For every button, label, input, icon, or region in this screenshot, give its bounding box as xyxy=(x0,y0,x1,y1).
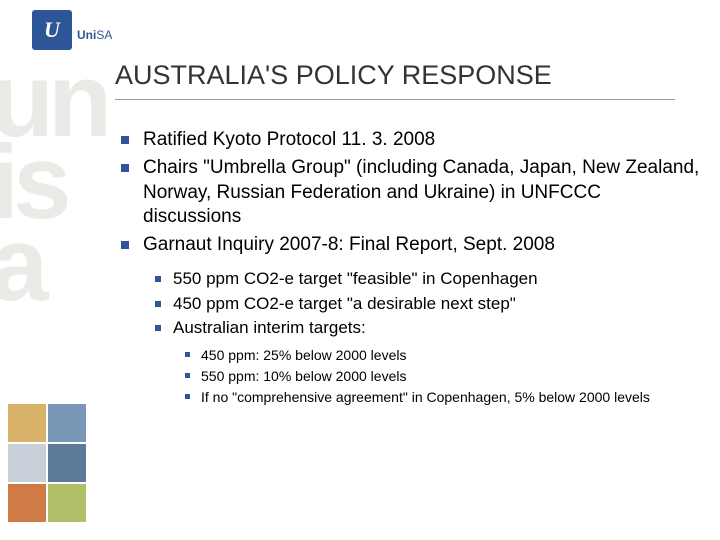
sub2-bullet-list: 450 ppm: 25% below 2000 levels 550 ppm: … xyxy=(173,346,700,407)
slide-content: AUSTRALIA'S POLICY RESPONSE Ratified Kyo… xyxy=(115,60,700,411)
logo-brand: UniSA xyxy=(77,28,112,42)
title-rule xyxy=(115,99,675,100)
sub2-bullet-text: 550 ppm: 10% below 2000 levels xyxy=(201,368,406,384)
sub2-bullet-text: If no "comprehensive agreement" in Copen… xyxy=(201,389,650,405)
grid-cell xyxy=(8,444,46,482)
grid-cell xyxy=(48,404,86,442)
bullet-text: Ratified Kyoto Protocol 11. 3. 2008 xyxy=(143,129,435,150)
sidebar: U UniSA un is a xyxy=(0,0,95,540)
slide-title: AUSTRALIA'S POLICY RESPONSE xyxy=(115,60,700,91)
sub-bullet-text: 550 ppm CO2-e target "feasible" in Copen… xyxy=(173,269,538,288)
sub-bullet-item: 550 ppm CO2-e target "feasible" in Copen… xyxy=(143,268,700,291)
bullet-item: Chairs "Umbrella Group" (including Canad… xyxy=(115,156,700,229)
sub2-bullet-item: 450 ppm: 25% below 2000 levels xyxy=(173,346,700,365)
bullet-item: Ratified Kyoto Protocol 11. 3. 2008 xyxy=(115,128,700,152)
logo-letter: U xyxy=(44,17,60,43)
sub2-bullet-item: 550 ppm: 10% below 2000 levels xyxy=(173,367,700,386)
logo-brand-rest: SA xyxy=(96,28,112,42)
sub2-bullet-item: If no "comprehensive agreement" in Copen… xyxy=(173,388,700,407)
sub-bullet-item: Australian interim targets: 450 ppm: 25%… xyxy=(143,317,700,407)
sub-bullet-text: Australian interim targets: xyxy=(173,318,366,337)
grid-cell xyxy=(48,444,86,482)
grid-cell xyxy=(48,484,86,522)
watermark-text: un is a xyxy=(0,60,106,306)
grid-cell xyxy=(8,404,46,442)
sub-bullet-text: 450 ppm CO2-e target "a desirable next s… xyxy=(173,294,516,313)
grid-cell xyxy=(8,484,46,522)
sub-bullet-item: 450 ppm CO2-e target "a desirable next s… xyxy=(143,293,700,316)
bullet-text: Chairs "Umbrella Group" (including Canad… xyxy=(143,157,699,227)
bullet-item: Garnaut Inquiry 2007-8: Final Report, Se… xyxy=(115,233,700,407)
sub-bullet-list: 550 ppm CO2-e target "feasible" in Copen… xyxy=(143,268,700,407)
sub2-bullet-text: 450 ppm: 25% below 2000 levels xyxy=(201,347,406,363)
bullet-text: Garnaut Inquiry 2007-8: Final Report, Se… xyxy=(143,234,555,255)
bullet-list: Ratified Kyoto Protocol 11. 3. 2008 Chai… xyxy=(115,128,700,407)
logo-brand-bold: Uni xyxy=(77,28,96,42)
corner-graphic xyxy=(8,404,86,522)
